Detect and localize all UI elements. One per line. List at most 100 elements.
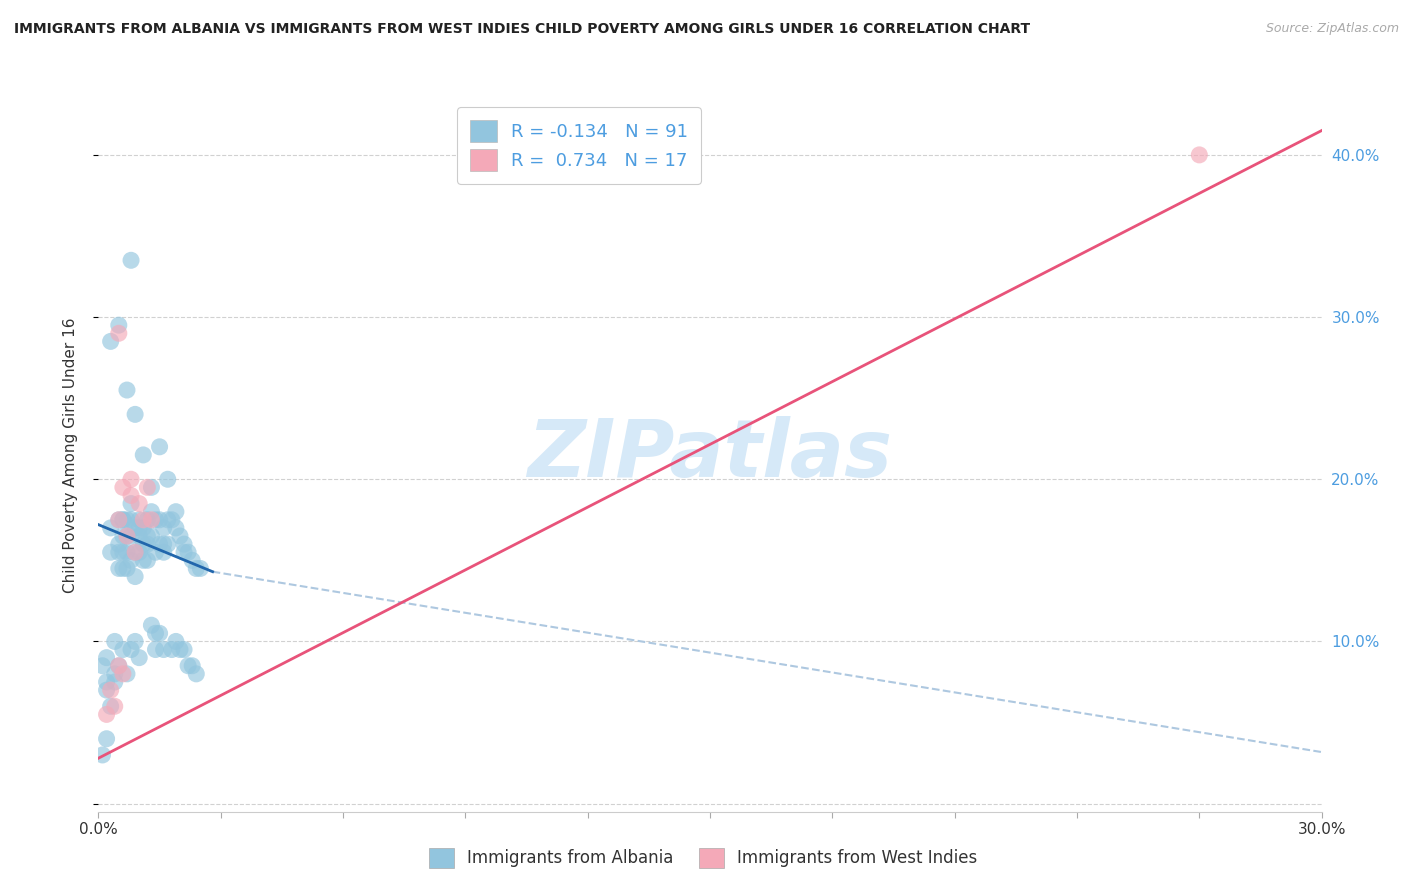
Point	[96, 731, 118, 746]
Point	[100, 545, 122, 559]
Point	[104, 634, 127, 648]
Point	[136, 480, 159, 494]
Point	[111, 561, 134, 575]
Point	[165, 634, 187, 648]
Point	[132, 553, 155, 567]
Point	[111, 480, 134, 494]
Point	[132, 521, 155, 535]
Point	[149, 626, 172, 640]
Point	[152, 545, 174, 559]
Point	[96, 707, 118, 722]
Point	[124, 521, 146, 535]
Point	[145, 513, 167, 527]
Point	[173, 537, 195, 551]
Point	[96, 650, 118, 665]
Point	[136, 537, 159, 551]
Point	[145, 545, 167, 559]
Point	[124, 545, 146, 559]
Point	[160, 513, 183, 527]
Legend: Immigrants from Albania, Immigrants from West Indies: Immigrants from Albania, Immigrants from…	[422, 841, 984, 875]
Point	[145, 626, 167, 640]
Point	[115, 666, 138, 681]
Point	[128, 513, 150, 527]
Point	[160, 642, 183, 657]
Point	[111, 513, 134, 527]
Point	[115, 561, 138, 575]
Point	[128, 650, 150, 665]
Point	[111, 666, 134, 681]
Point	[120, 253, 142, 268]
Point	[177, 658, 200, 673]
Point	[108, 513, 131, 527]
Point	[141, 505, 163, 519]
Point	[96, 683, 118, 698]
Point	[120, 472, 142, 486]
Point	[141, 513, 163, 527]
Point	[96, 675, 118, 690]
Text: ZIPatlas: ZIPatlas	[527, 416, 893, 494]
Point	[128, 529, 150, 543]
Point	[141, 618, 163, 632]
Point	[1188, 148, 1211, 162]
Point	[181, 658, 204, 673]
Point	[132, 513, 155, 527]
Point	[108, 513, 131, 527]
Point	[115, 529, 138, 543]
Point	[169, 642, 191, 657]
Point	[124, 408, 146, 422]
Point	[156, 513, 179, 527]
Point	[104, 699, 127, 714]
Point	[91, 747, 114, 762]
Point	[111, 545, 134, 559]
Point	[152, 642, 174, 657]
Point	[132, 448, 155, 462]
Point	[136, 513, 159, 527]
Point	[181, 553, 204, 567]
Point	[173, 545, 195, 559]
Point	[115, 529, 138, 543]
Y-axis label: Child Poverty Among Girls Under 16: Child Poverty Among Girls Under 16	[63, 318, 77, 592]
Point	[186, 666, 208, 681]
Point	[120, 529, 142, 543]
Point	[120, 553, 142, 567]
Point	[145, 642, 167, 657]
Point	[149, 537, 172, 551]
Point	[115, 383, 138, 397]
Point	[165, 521, 187, 535]
Point	[173, 642, 195, 657]
Point	[124, 545, 146, 559]
Point	[100, 521, 122, 535]
Text: Source: ZipAtlas.com: Source: ZipAtlas.com	[1265, 22, 1399, 36]
Point	[111, 642, 134, 657]
Point	[128, 497, 150, 511]
Point	[111, 513, 134, 527]
Point	[152, 537, 174, 551]
Point	[177, 545, 200, 559]
Point	[108, 318, 131, 333]
Point	[108, 545, 131, 559]
Text: IMMIGRANTS FROM ALBANIA VS IMMIGRANTS FROM WEST INDIES CHILD POVERTY AMONG GIRLS: IMMIGRANTS FROM ALBANIA VS IMMIGRANTS FR…	[14, 22, 1031, 37]
Point	[120, 513, 142, 527]
Point	[111, 529, 134, 543]
Point	[115, 513, 138, 527]
Point	[108, 658, 131, 673]
Point	[108, 537, 131, 551]
Point	[141, 480, 163, 494]
Point	[91, 658, 114, 673]
Point	[100, 699, 122, 714]
Legend: R = -0.134   N = 91, R =  0.734   N = 17: R = -0.134 N = 91, R = 0.734 N = 17	[457, 107, 702, 184]
Point	[136, 553, 159, 567]
Point	[108, 658, 131, 673]
Point	[120, 488, 142, 502]
Point	[156, 537, 179, 551]
Point	[188, 561, 212, 575]
Point	[149, 440, 172, 454]
Point	[152, 521, 174, 535]
Point	[104, 666, 127, 681]
Point	[186, 561, 208, 575]
Point	[108, 561, 131, 575]
Point	[132, 537, 155, 551]
Point	[100, 334, 122, 349]
Point	[108, 326, 131, 341]
Point	[141, 529, 163, 543]
